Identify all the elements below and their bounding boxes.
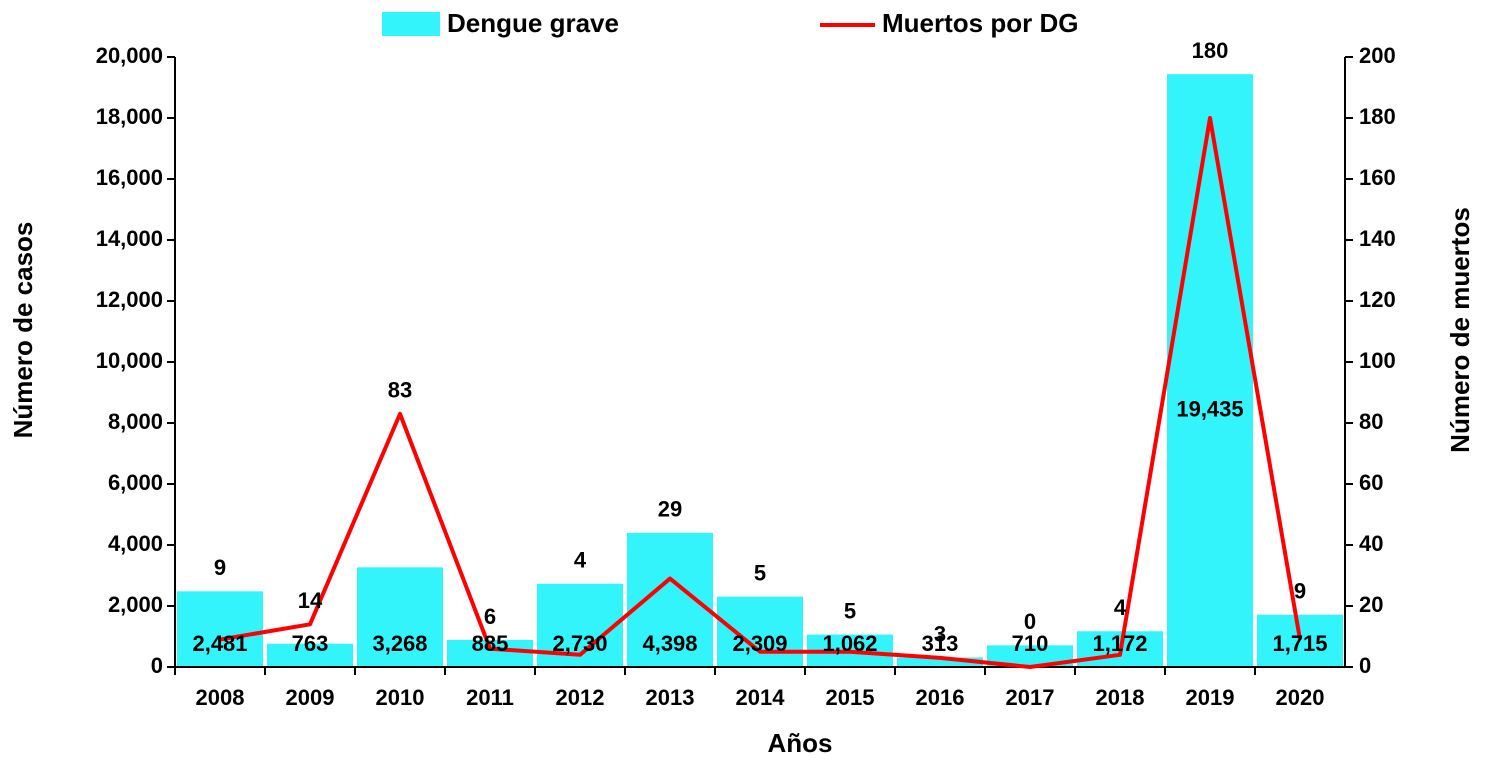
line-value-label: 9 (214, 555, 226, 580)
line-value-label: 29 (658, 497, 682, 522)
bar (987, 645, 1073, 667)
bar-value-label: 1,172 (1092, 631, 1147, 656)
bar-value-label: 4,398 (642, 631, 697, 656)
bar-value-label: 763 (292, 631, 329, 656)
bar-value-label: 1,062 (822, 631, 877, 656)
bar-value-label: 2,309 (732, 631, 787, 656)
bar (177, 591, 263, 667)
bar (717, 596, 803, 667)
y-tick-label: 2,000 (108, 592, 163, 617)
line-value-label: 180 (1192, 38, 1229, 63)
x-tick-label: 2010 (376, 685, 425, 710)
x-tick-label: 2019 (1186, 685, 1235, 710)
bar (357, 567, 443, 667)
legend-swatch (382, 12, 440, 36)
line-value-label: 9 (1294, 579, 1306, 604)
y2-tick-label: 140 (1359, 226, 1396, 251)
y-tick-label: 8,000 (108, 409, 163, 434)
y-axis-title: Número de casos (8, 222, 38, 439)
x-tick-label: 2017 (1006, 685, 1055, 710)
bar-value-label: 2,730 (552, 631, 607, 656)
bar (897, 657, 983, 667)
y2-tick-label: 100 (1359, 348, 1396, 373)
legend-label: Dengue grave (447, 8, 619, 38)
bar-value-label: 885 (472, 631, 509, 656)
x-tick-label: 2013 (646, 685, 695, 710)
x-tick-label: 2020 (1276, 685, 1325, 710)
line-value-label: 4 (574, 548, 587, 573)
y-tick-label: 20,000 (96, 43, 163, 68)
bar-value-label: 1,715 (1272, 631, 1327, 656)
x-tick-label: 2011 (466, 685, 514, 710)
y-tick-label: 10,000 (96, 348, 163, 373)
y-tick-label: 12,000 (96, 287, 163, 312)
y2-tick-label: 40 (1359, 531, 1383, 556)
bar-value-label: 19,435 (1176, 396, 1243, 421)
line-value-label: 14 (298, 588, 323, 613)
x-tick-label: 2012 (556, 685, 605, 710)
y2-tick-label: 0 (1359, 653, 1371, 678)
legend-label: Muertos por DG (882, 8, 1078, 38)
x-tick-label: 2009 (286, 685, 335, 710)
line-value-label: 4 (1114, 595, 1127, 620)
x-axis-title: Años (768, 728, 833, 758)
x-tick-label: 2014 (736, 685, 786, 710)
y-tick-label: 14,000 (96, 226, 163, 251)
x-tick-label: 2018 (1096, 685, 1145, 710)
y2-tick-label: 60 (1359, 470, 1383, 495)
line-value-label: 3 (934, 621, 946, 646)
bar (1257, 614, 1343, 667)
y2-tick-label: 180 (1359, 104, 1396, 129)
y-tick-label: 4,000 (108, 531, 163, 556)
bar (267, 643, 353, 667)
x-tick-label: 2015 (826, 685, 875, 710)
y-tick-label: 6,000 (108, 470, 163, 495)
bar-value-label: 2,481 (192, 631, 247, 656)
bar-value-label: 313 (922, 631, 959, 656)
y2-tick-label: 120 (1359, 287, 1396, 312)
bar-value-label: 710 (1012, 631, 1049, 656)
y2-tick-label: 80 (1359, 409, 1383, 434)
y-tick-label: 16,000 (96, 165, 163, 190)
y2-tick-label: 160 (1359, 165, 1396, 190)
y-tick-label: 18,000 (96, 104, 163, 129)
x-tick-label: 2008 (196, 685, 245, 710)
bar-value-label: 3,268 (372, 631, 427, 656)
line (219, 116, 1302, 669)
line-value-label: 83 (388, 378, 412, 403)
line-value-label: 0 (1024, 609, 1036, 634)
line-value-label: 5 (844, 598, 856, 623)
y2-tick-label: 200 (1359, 43, 1396, 68)
y-tick-label: 0 (151, 653, 163, 678)
bar (1167, 74, 1253, 668)
line-value-label: 5 (754, 560, 766, 585)
y2-tick-label: 20 (1359, 592, 1383, 617)
x-tick-label: 2016 (916, 685, 965, 710)
y2-axis-title: Número de muertos (1445, 207, 1475, 453)
line-value-label: 6 (484, 604, 496, 629)
